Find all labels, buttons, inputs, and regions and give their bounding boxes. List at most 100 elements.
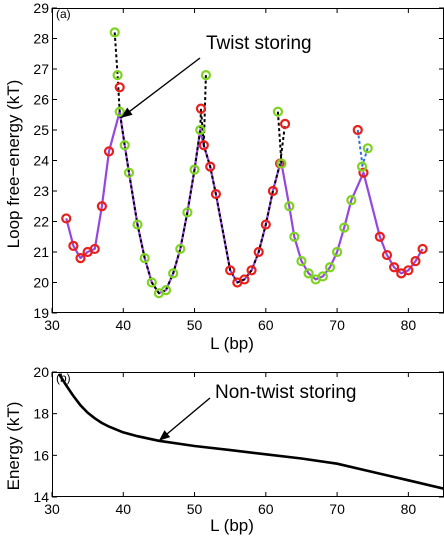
panel-a-series-5-dashed-black-line bbox=[276, 111, 283, 164]
panel-a-y-tick-label-25: 25 bbox=[33, 122, 49, 138]
panel-a-y-tick-label-19: 19 bbox=[33, 305, 49, 321]
panel-a-annotation-arrow-head bbox=[121, 107, 133, 118]
panel-b-x-axis-label: L (bp) bbox=[210, 516, 254, 535]
panel-a-label: (a) bbox=[56, 7, 71, 21]
panel-a-green-circle-point bbox=[114, 106, 125, 117]
panel-a-red-circle-point bbox=[205, 161, 216, 172]
panel-a-red-circle-point bbox=[210, 188, 222, 200]
panel-a-red-circle-point bbox=[374, 231, 385, 242]
panel-a-red-circle-point bbox=[267, 185, 279, 197]
panel-a-green-circle-point bbox=[356, 161, 368, 172]
panel-a-red-circle-point bbox=[75, 253, 86, 264]
panel-a-series-3-dashed-black-line bbox=[113, 32, 287, 295]
panel-a-green-circle-point bbox=[272, 106, 284, 117]
panel-a-red-circle-point bbox=[198, 140, 209, 151]
panel-a-y-tick-label-26: 26 bbox=[33, 92, 49, 108]
panel-b-series-0-solid-black-line bbox=[58, 373, 444, 490]
panel-b-y-axis-label: Energy (kT) bbox=[4, 402, 23, 491]
panel-b-energy: (b) L (bp) Energy (kT) Non-twist storing… bbox=[4, 364, 444, 535]
panel-a-x-axis-label: L (bp) bbox=[210, 334, 254, 353]
panel-b-x-tick-label-70: 70 bbox=[329, 501, 345, 517]
panel-a-green-circle-point bbox=[123, 167, 135, 178]
panel-a-red-circle-point bbox=[239, 274, 250, 285]
panel-a-red-circle-point bbox=[61, 213, 72, 224]
panel-a-green-circle-point bbox=[362, 143, 373, 154]
panel-a-y-axis-label: Loop free−energy (kT) bbox=[4, 80, 23, 249]
panel-b-annotation-arrow-shaft bbox=[158, 397, 211, 442]
panel-a-y-tick-label-24: 24 bbox=[33, 153, 49, 169]
panel-a-red-circle-point bbox=[410, 256, 421, 267]
panel-a-green-circle-point bbox=[139, 253, 150, 264]
panel-a-y-tick-label-28: 28 bbox=[33, 31, 49, 47]
panel-a-red-circle-point bbox=[103, 146, 115, 157]
panel-a-green-circle-point bbox=[303, 268, 314, 279]
panel-a-green-circle-point bbox=[189, 164, 200, 175]
panel-b-y-tick-label-20: 20 bbox=[33, 364, 49, 380]
panel-a-green-circle-point bbox=[284, 201, 295, 212]
panel-b-x-tick-label-40: 40 bbox=[115, 501, 131, 517]
panel-a-green-circle-point bbox=[112, 69, 123, 81]
panel-a-red-circle-point bbox=[246, 265, 257, 276]
panel-a-x-tick-label-70: 70 bbox=[329, 317, 345, 333]
panel-a-x-tick-label-50: 50 bbox=[187, 317, 203, 333]
panel-a-green-circle-point bbox=[289, 231, 300, 242]
panel-b-y-tick-label-16: 16 bbox=[33, 447, 49, 463]
panel-a-red-circle-point bbox=[253, 246, 264, 258]
panel-b-annotation-arrow bbox=[158, 397, 211, 442]
panel-a-red-circle-point bbox=[389, 262, 400, 273]
panel-a-green-circle-point bbox=[339, 222, 350, 233]
panel-b-annotation-arrow-head bbox=[158, 430, 171, 441]
panel-a-y-tick-label-20: 20 bbox=[33, 275, 49, 291]
panel-a-red-circle-point bbox=[279, 118, 291, 130]
panel-a-y-tick-label-22: 22 bbox=[33, 214, 49, 230]
panel-b-x-tick-label-50: 50 bbox=[187, 501, 203, 517]
panel-a-green-circle-point bbox=[168, 268, 179, 279]
panel-b-series-lines bbox=[58, 373, 444, 490]
panel-b-x-tick-label-60: 60 bbox=[258, 501, 274, 517]
panel-a-y-tick-label-29: 29 bbox=[33, 0, 49, 16]
panel-a-green-circle-point bbox=[119, 140, 130, 151]
panel-a-red-circle-point bbox=[225, 265, 236, 276]
panel-a-red-circle-point bbox=[417, 243, 428, 255]
panel-a-x-tick-label-30: 30 bbox=[44, 317, 60, 333]
panel-a-annotation-arrow-shaft bbox=[120, 57, 201, 119]
panel-a-red-circle-point bbox=[358, 167, 369, 178]
panel-a-green-circle-point bbox=[195, 124, 206, 136]
panel-a-red-circle-point bbox=[403, 265, 414, 276]
panel-a-y-tick-label-27: 27 bbox=[33, 61, 49, 77]
panel-a-green-circle-point bbox=[331, 246, 343, 258]
panel-b-plot-area: 30 40 50 60 70 80 14 16 18 20 bbox=[33, 364, 444, 517]
panel-a-annotation-arrow bbox=[120, 57, 201, 119]
panel-a-green-circle-point bbox=[146, 277, 157, 288]
panel-a-green-circle-point bbox=[160, 285, 172, 296]
panel-a-annotation-text: Twist storing bbox=[206, 33, 312, 54]
panel-a-loop-free-energy: (a) L (bp) Loop free−energy (kT) Twist s… bbox=[4, 0, 444, 353]
panel-a-red-circle-point bbox=[381, 249, 393, 261]
panel-a-red-circle-point bbox=[89, 243, 100, 255]
panel-a-y-tick-label-23: 23 bbox=[33, 183, 49, 199]
panel-a-x-tick-label-40: 40 bbox=[115, 317, 131, 333]
panel-a-green-circle-point bbox=[109, 27, 120, 38]
panel-b-y-tick-label-18: 18 bbox=[33, 406, 49, 422]
panel-b-annotation-text: Non-twist storing bbox=[215, 382, 357, 403]
panel-a-green-circle-point bbox=[296, 256, 307, 267]
panel-a-red-circle-point bbox=[114, 82, 125, 93]
panel-a-plot-area: 30 40 50 60 70 80 19 20 21 22 23 24 25 26 27 28 29 bbox=[33, 0, 444, 333]
panel-a-x-tick-label-80: 80 bbox=[401, 317, 417, 333]
panel-a-y-tick-label-21: 21 bbox=[33, 244, 49, 260]
panel-a-green-circle-point bbox=[200, 69, 212, 81]
panel-a-red-circle-point bbox=[96, 201, 107, 212]
panel-a-green-circle-point bbox=[276, 158, 287, 169]
panel-a-green-circle-point bbox=[324, 262, 336, 273]
panel-a-green-circle-point bbox=[346, 195, 357, 206]
panel-a-green-circle-point bbox=[182, 207, 193, 218]
panel-b-x-tick-label-30: 30 bbox=[44, 501, 60, 517]
panel-a-red-circle-point bbox=[68, 240, 79, 251]
panel-a-x-tick-label-60: 60 bbox=[258, 317, 274, 333]
panel-a-red-circle-point bbox=[352, 124, 363, 136]
panel-a-green-circle-point bbox=[175, 243, 186, 255]
panel-a-red-circle-point bbox=[195, 103, 207, 114]
panel-a-red-circle-point bbox=[260, 219, 271, 230]
panel-a-green-circle-point bbox=[132, 219, 143, 230]
panel-a-series-2-solid-purple-line bbox=[65, 110, 424, 295]
